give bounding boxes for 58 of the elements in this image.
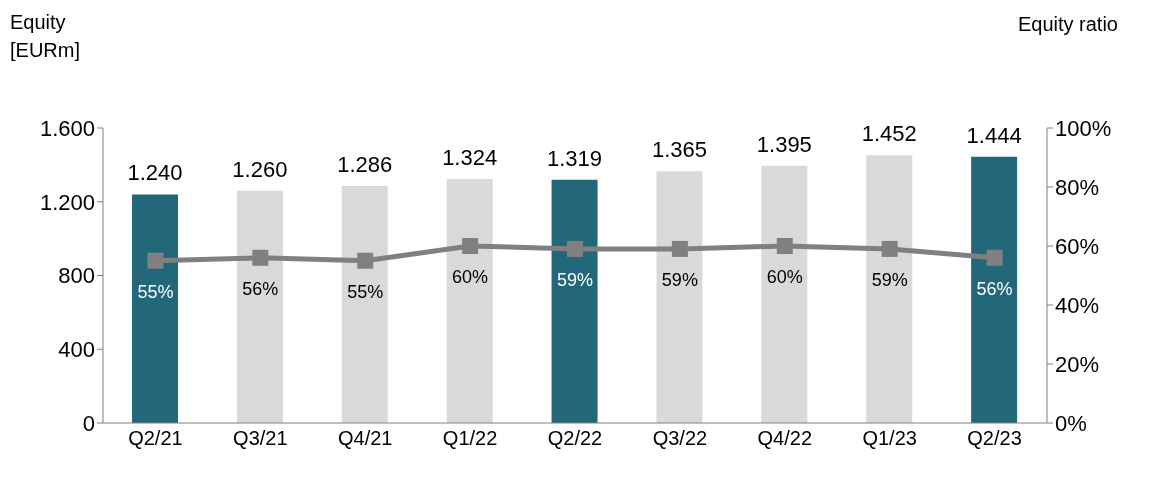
y-tick-label: 0	[82, 410, 95, 436]
point	[881, 240, 898, 257]
x-tick-label: Q2/23	[967, 427, 1022, 450]
y2-tick-label: 60%	[1055, 233, 1100, 259]
x-tick-label: Q4/21	[337, 427, 393, 450]
data-label: 59%	[556, 269, 594, 290]
y2-tick-label: 0%	[1055, 410, 1087, 436]
data-label: 1.324	[442, 144, 498, 170]
bar	[236, 190, 283, 423]
x-tick-label: Q2/21	[128, 427, 183, 450]
x-tick-label: Q3/21	[233, 427, 288, 450]
data-label: 1.365	[651, 137, 707, 163]
data-label: 1.395	[756, 131, 812, 157]
x-tick-label: Q1/23	[862, 427, 917, 450]
bar	[341, 185, 388, 423]
data-label: 1.452	[861, 121, 917, 147]
y2-tick-label: 40%	[1055, 292, 1100, 318]
x-tick-label: Q4/22	[757, 427, 813, 450]
point	[567, 240, 583, 257]
data-label: 59%	[871, 269, 908, 290]
point	[357, 252, 374, 269]
data-label: 1.240	[127, 160, 183, 186]
data-label: 60%	[766, 267, 803, 287]
data-label: 1.260	[232, 156, 288, 182]
data-label: 60%	[452, 267, 489, 287]
x-tick-label: Q3/22	[652, 427, 708, 450]
y-axis-title: Equity [EURm]	[9, 10, 81, 63]
data-label: 59%	[661, 269, 698, 290]
bar	[971, 156, 1018, 423]
y-tick-label: 400	[58, 337, 95, 363]
y-tick-label: 1.600	[39, 115, 95, 141]
bar	[866, 155, 913, 423]
bar	[132, 194, 178, 423]
data-label: 56%	[976, 278, 1013, 299]
bar	[761, 165, 808, 423]
point	[147, 252, 164, 269]
y-tick-label: 800	[58, 263, 95, 289]
y2-tick-label: 100%	[1055, 115, 1112, 141]
x-tick-label: Q1/22	[442, 427, 498, 450]
x-tick-label: Q2/22	[547, 427, 603, 450]
point	[462, 238, 479, 254]
bar	[446, 178, 493, 423]
data-label: 56%	[242, 278, 279, 299]
data-label: 1.286	[337, 151, 393, 177]
point	[671, 240, 688, 257]
data-label: 55%	[137, 281, 174, 302]
y2-tick-label: 80%	[1055, 174, 1100, 200]
point	[986, 249, 1003, 266]
data-label: 1.444	[966, 122, 1022, 148]
data-label: 1.319	[547, 145, 603, 171]
y-tick-label: 1.200	[39, 189, 95, 215]
point	[776, 238, 793, 254]
y2-axis-title: Equity ratio	[1017, 12, 1119, 37]
data-label: 55%	[347, 281, 384, 302]
bar	[656, 171, 703, 423]
bar	[551, 179, 598, 423]
point	[252, 249, 269, 266]
y2-tick-label: 20%	[1055, 351, 1100, 377]
